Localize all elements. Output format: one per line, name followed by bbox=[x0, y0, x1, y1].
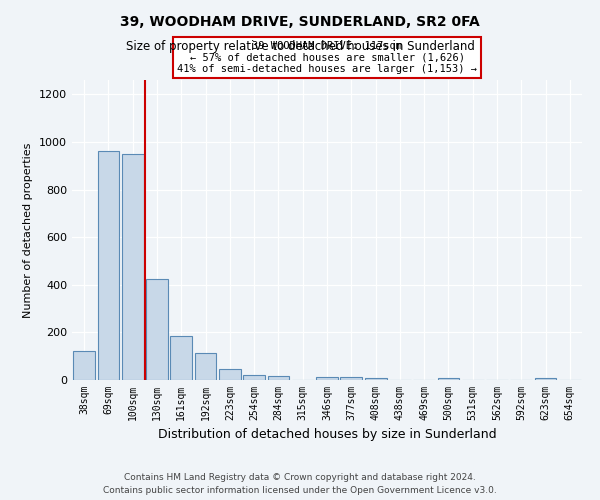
Bar bbox=[194, 352, 217, 380]
Text: Contains HM Land Registry data © Crown copyright and database right 2024.: Contains HM Land Registry data © Crown c… bbox=[124, 474, 476, 482]
Bar bbox=[146, 279, 168, 380]
Bar bbox=[268, 376, 289, 380]
X-axis label: Distribution of detached houses by size in Sunderland: Distribution of detached houses by size … bbox=[158, 428, 496, 442]
Text: Size of property relative to detached houses in Sunderland: Size of property relative to detached ho… bbox=[125, 40, 475, 53]
Bar bbox=[316, 377, 338, 380]
Bar bbox=[219, 370, 241, 380]
Bar bbox=[122, 154, 143, 380]
Text: 39 WOODHAM DRIVE: 117sqm
← 57% of detached houses are smaller (1,626)
41% of sem: 39 WOODHAM DRIVE: 117sqm ← 57% of detach… bbox=[177, 41, 477, 74]
Y-axis label: Number of detached properties: Number of detached properties bbox=[23, 142, 34, 318]
Bar bbox=[97, 152, 119, 380]
Text: 39, WOODHAM DRIVE, SUNDERLAND, SR2 0FA: 39, WOODHAM DRIVE, SUNDERLAND, SR2 0FA bbox=[120, 15, 480, 29]
Bar bbox=[535, 378, 556, 380]
Bar bbox=[73, 352, 95, 380]
Bar bbox=[170, 336, 192, 380]
Bar bbox=[437, 378, 460, 380]
Bar bbox=[243, 375, 265, 380]
Text: Contains public sector information licensed under the Open Government Licence v3: Contains public sector information licen… bbox=[103, 486, 497, 495]
Bar bbox=[340, 377, 362, 380]
Bar bbox=[365, 378, 386, 380]
